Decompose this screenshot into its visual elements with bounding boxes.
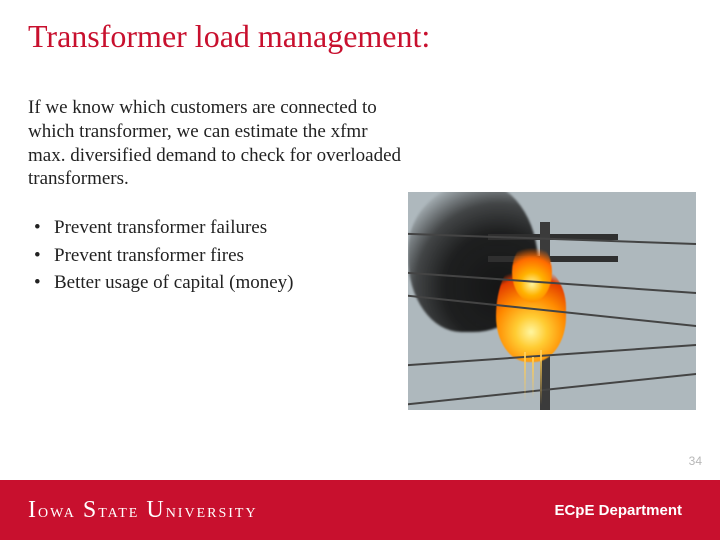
page-number: 34 — [689, 454, 702, 468]
bullet-item: Prevent transformer failures — [28, 214, 388, 242]
spark-drip-icon — [524, 352, 526, 402]
slide: Transformer load management: If we know … — [0, 0, 720, 540]
bullet-item: Better usage of capital (money) — [28, 269, 388, 297]
spark-drip-icon — [540, 350, 542, 405]
spark-drip-icon — [532, 357, 534, 399]
crossarm-icon — [488, 256, 618, 262]
power-line-icon — [408, 372, 696, 406]
bullet-item: Prevent transformer fires — [28, 242, 388, 270]
transformer-fire-image — [408, 192, 696, 410]
slide-title: Transformer load management: — [28, 18, 430, 55]
department-label: ECpE Department — [554, 502, 682, 519]
university-logo-text: Iowa State University — [28, 497, 258, 524]
bullet-list: Prevent transformer failures Prevent tra… — [28, 214, 388, 297]
footer-bar: Iowa State University ECpE Department — [0, 480, 720, 540]
fire-icon — [512, 242, 552, 302]
body-paragraph: If we know which customers are connected… — [28, 96, 408, 191]
